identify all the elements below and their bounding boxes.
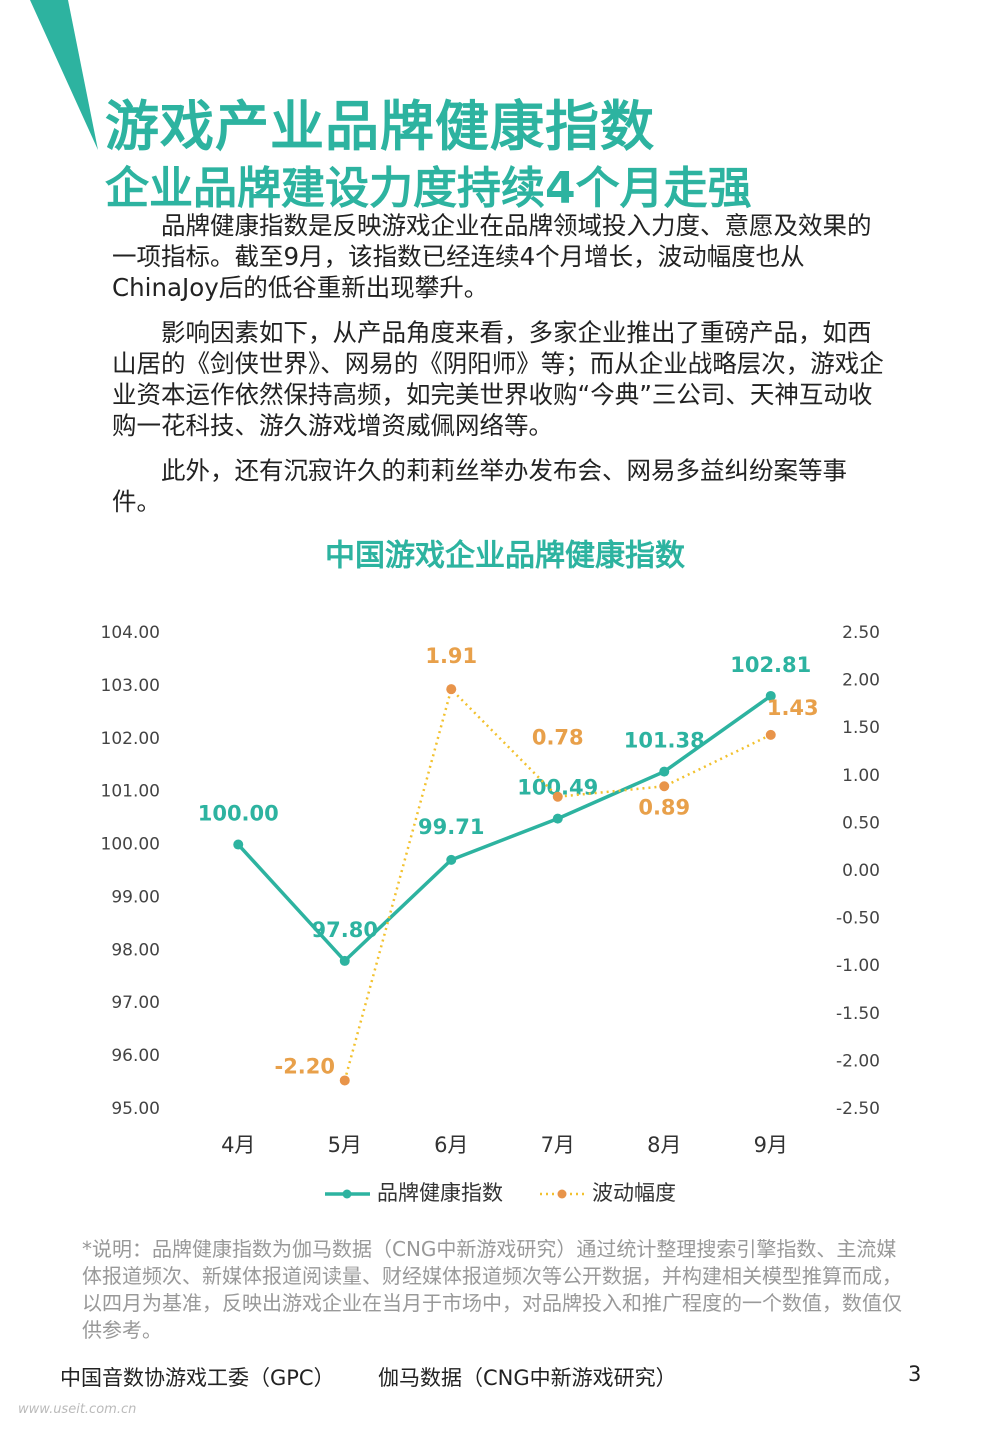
marker bbox=[659, 781, 670, 792]
chart: 中国游戏企业品牌健康指数 95.00 96.00 97.00 98.00 99.00 10… bbox=[101, 539, 880, 1206]
y-tick-label: 102.00 bbox=[101, 729, 160, 749]
footer-left: 中国音数协游戏工委（GPC） bbox=[60, 1366, 335, 1390]
data-label: -2.20 bbox=[274, 1054, 335, 1078]
page-number: 3 bbox=[908, 1362, 922, 1386]
y-tick-label: 97.00 bbox=[111, 993, 160, 1013]
legend-marker bbox=[342, 1189, 352, 1199]
legend-label: 波动幅度 bbox=[592, 1181, 676, 1205]
data-label: 0.89 bbox=[638, 795, 690, 819]
y-tick-label: 98.00 bbox=[111, 940, 160, 960]
marker bbox=[233, 839, 244, 850]
paragraph: 影响因素如下，从产品角度来看，多家企业推出了重磅产品，如西山居的《剑侠世界》、网… bbox=[112, 318, 884, 440]
x-tick-label: 9月 bbox=[754, 1133, 788, 1157]
y2-tick-label: 1.00 bbox=[842, 766, 880, 786]
x-tick-label: 6月 bbox=[434, 1133, 468, 1157]
data-label: 0.78 bbox=[532, 726, 584, 750]
y-tick-label: 95.00 bbox=[111, 1099, 160, 1119]
chart-title: 中国游戏企业品牌健康指数 bbox=[325, 539, 686, 574]
marker bbox=[339, 1075, 350, 1086]
marker bbox=[446, 854, 457, 865]
y-tick-label: 104.00 bbox=[101, 623, 160, 643]
x-tick-label: 4月 bbox=[221, 1133, 255, 1157]
series-line bbox=[236, 694, 772, 964]
subtitle: 企业品牌建设力度持续4个月走强 bbox=[105, 163, 752, 214]
x-tick-label: 5月 bbox=[328, 1133, 362, 1157]
marker bbox=[765, 729, 776, 740]
y2-tick-label: 1.50 bbox=[842, 718, 880, 738]
marker bbox=[765, 690, 776, 701]
paragraph: 此外，还有沉寂许久的莉莉丝举办发布会、网易多益纠纷案等事件。 bbox=[112, 456, 847, 516]
y2-tick-label: 2.50 bbox=[842, 623, 880, 643]
data-label: 99.71 bbox=[418, 815, 484, 839]
title: 游戏产业品牌健康指数 bbox=[105, 95, 655, 158]
legend-marker bbox=[557, 1189, 567, 1199]
x-tick-label: 7月 bbox=[541, 1133, 575, 1157]
footer-middle: 伽马数据（CNG中新游戏研究） bbox=[378, 1366, 677, 1390]
y-tick-label: 99.00 bbox=[111, 887, 160, 907]
data-label: 100.00 bbox=[198, 802, 279, 826]
y-tick-label: 103.00 bbox=[101, 676, 160, 696]
marker bbox=[659, 766, 670, 777]
data-label: 102.81 bbox=[730, 653, 811, 677]
y2-tick-label: -1.50 bbox=[836, 1004, 880, 1024]
y2-tick-label: -2.50 bbox=[836, 1099, 880, 1119]
data-label: 97.80 bbox=[312, 918, 378, 942]
note: *说明：品牌健康指数为伽马数据（CNG中新游戏研究）通过统计整理搜索引擎指数、主… bbox=[82, 1237, 902, 1342]
legend-label: 品牌健康指数 bbox=[377, 1181, 503, 1205]
data-label: 1.43 bbox=[767, 696, 819, 720]
y2-tick-label: 0.00 bbox=[842, 861, 880, 881]
y2-tick-label: -1.00 bbox=[836, 956, 880, 976]
marker bbox=[446, 684, 457, 695]
y-tick-label: 100.00 bbox=[101, 835, 160, 855]
y-tick-label: 96.00 bbox=[111, 1046, 160, 1066]
x-tick-label: 8月 bbox=[647, 1133, 681, 1157]
marker bbox=[552, 791, 563, 802]
y-tick-label: 101.00 bbox=[101, 782, 160, 802]
series-line bbox=[343, 686, 772, 1081]
y2-tick-label: 0.50 bbox=[842, 813, 880, 833]
marker bbox=[552, 813, 563, 824]
watermark: www.useit.com.cn bbox=[18, 1402, 137, 1417]
marker bbox=[339, 955, 350, 966]
corner-triangle bbox=[30, 0, 98, 150]
data-label: 1.91 bbox=[425, 644, 477, 668]
y2-tick-label: 2.00 bbox=[842, 671, 880, 691]
y2-tick-label: -2.00 bbox=[836, 1051, 880, 1071]
paragraph: 品牌健康指数是反映游戏企业在品牌领域投入力度、意愿及效果的一项指标。截至9月，该… bbox=[112, 211, 872, 302]
data-label: 101.38 bbox=[624, 729, 705, 753]
y2-tick-label: -0.50 bbox=[836, 909, 880, 929]
